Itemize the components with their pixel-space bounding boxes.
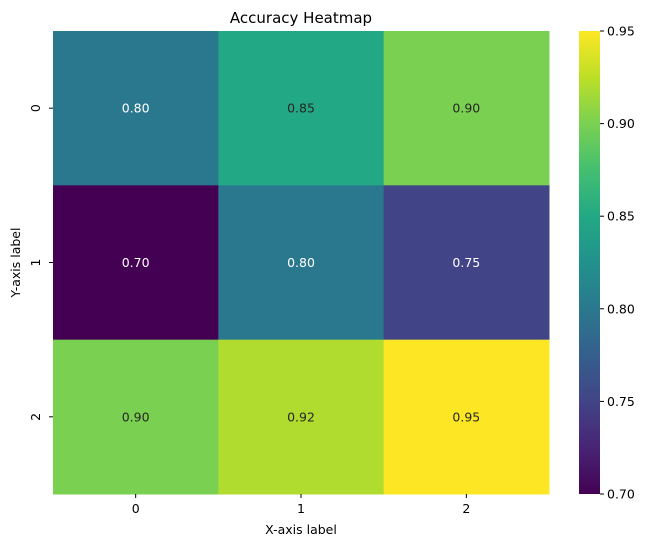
y-axis-label: Y-axis label (8, 228, 23, 299)
y-tick-label: 2 (28, 413, 43, 421)
y-tick-label: 1 (28, 259, 43, 267)
heatmap-cell-1-0 (53, 185, 219, 341)
x-tick-label: 0 (132, 501, 140, 516)
heatmap-cell-0-0 (53, 31, 219, 186)
x-axis-label: X-axis label (265, 522, 337, 537)
colorbar-tick-label: 0.80 (607, 301, 635, 316)
heatmap-cell-1-2 (383, 185, 550, 341)
heatmap-cell-1-1 (218, 185, 385, 341)
cell-value-label: 0.85 (287, 101, 315, 116)
cell-value-label: 0.90 (122, 409, 150, 424)
x-tick-label: 2 (462, 501, 470, 516)
heatmap-cell-0-2 (383, 31, 550, 186)
cell-value-label: 0.80 (287, 255, 315, 270)
heatmap-cell-2-2 (383, 339, 550, 495)
colorbar-tick-label: 0.70 (607, 487, 635, 502)
x-tick-label: 1 (297, 501, 305, 516)
colorbar-tick-label: 0.90 (607, 116, 635, 131)
heatmap-cell-2-0 (53, 339, 219, 495)
heatmap-cell-2-1 (218, 339, 385, 495)
colorbar-tick-label: 0.95 (607, 24, 635, 39)
cell-value-label: 0.75 (452, 255, 480, 270)
cell-value-label: 0.80 (122, 101, 150, 116)
cell-value-label: 0.95 (452, 409, 480, 424)
chart-title: Accuracy Heatmap (230, 9, 372, 27)
heatmap-cells: 0.80 0.85 0.90 0.70 0.80 0.75 0.90 0.92 0.95 (53, 31, 550, 495)
heatmap-cell-0-1 (218, 31, 385, 186)
x-axis-ticks: 0 1 2 (132, 494, 470, 516)
cell-value-label: 0.90 (452, 101, 480, 116)
colorbar: 0.70 0.75 0.80 0.85 0.90 0.95 (579, 24, 635, 502)
cell-value-label: 0.70 (122, 255, 150, 270)
y-axis-ticks: 0 1 2 (28, 104, 53, 421)
colorbar-gradient (579, 31, 600, 494)
y-tick-label: 0 (28, 104, 43, 112)
colorbar-tick-label: 0.85 (607, 209, 635, 224)
cell-value-label: 0.92 (287, 409, 315, 424)
colorbar-tick-label: 0.75 (607, 394, 635, 409)
